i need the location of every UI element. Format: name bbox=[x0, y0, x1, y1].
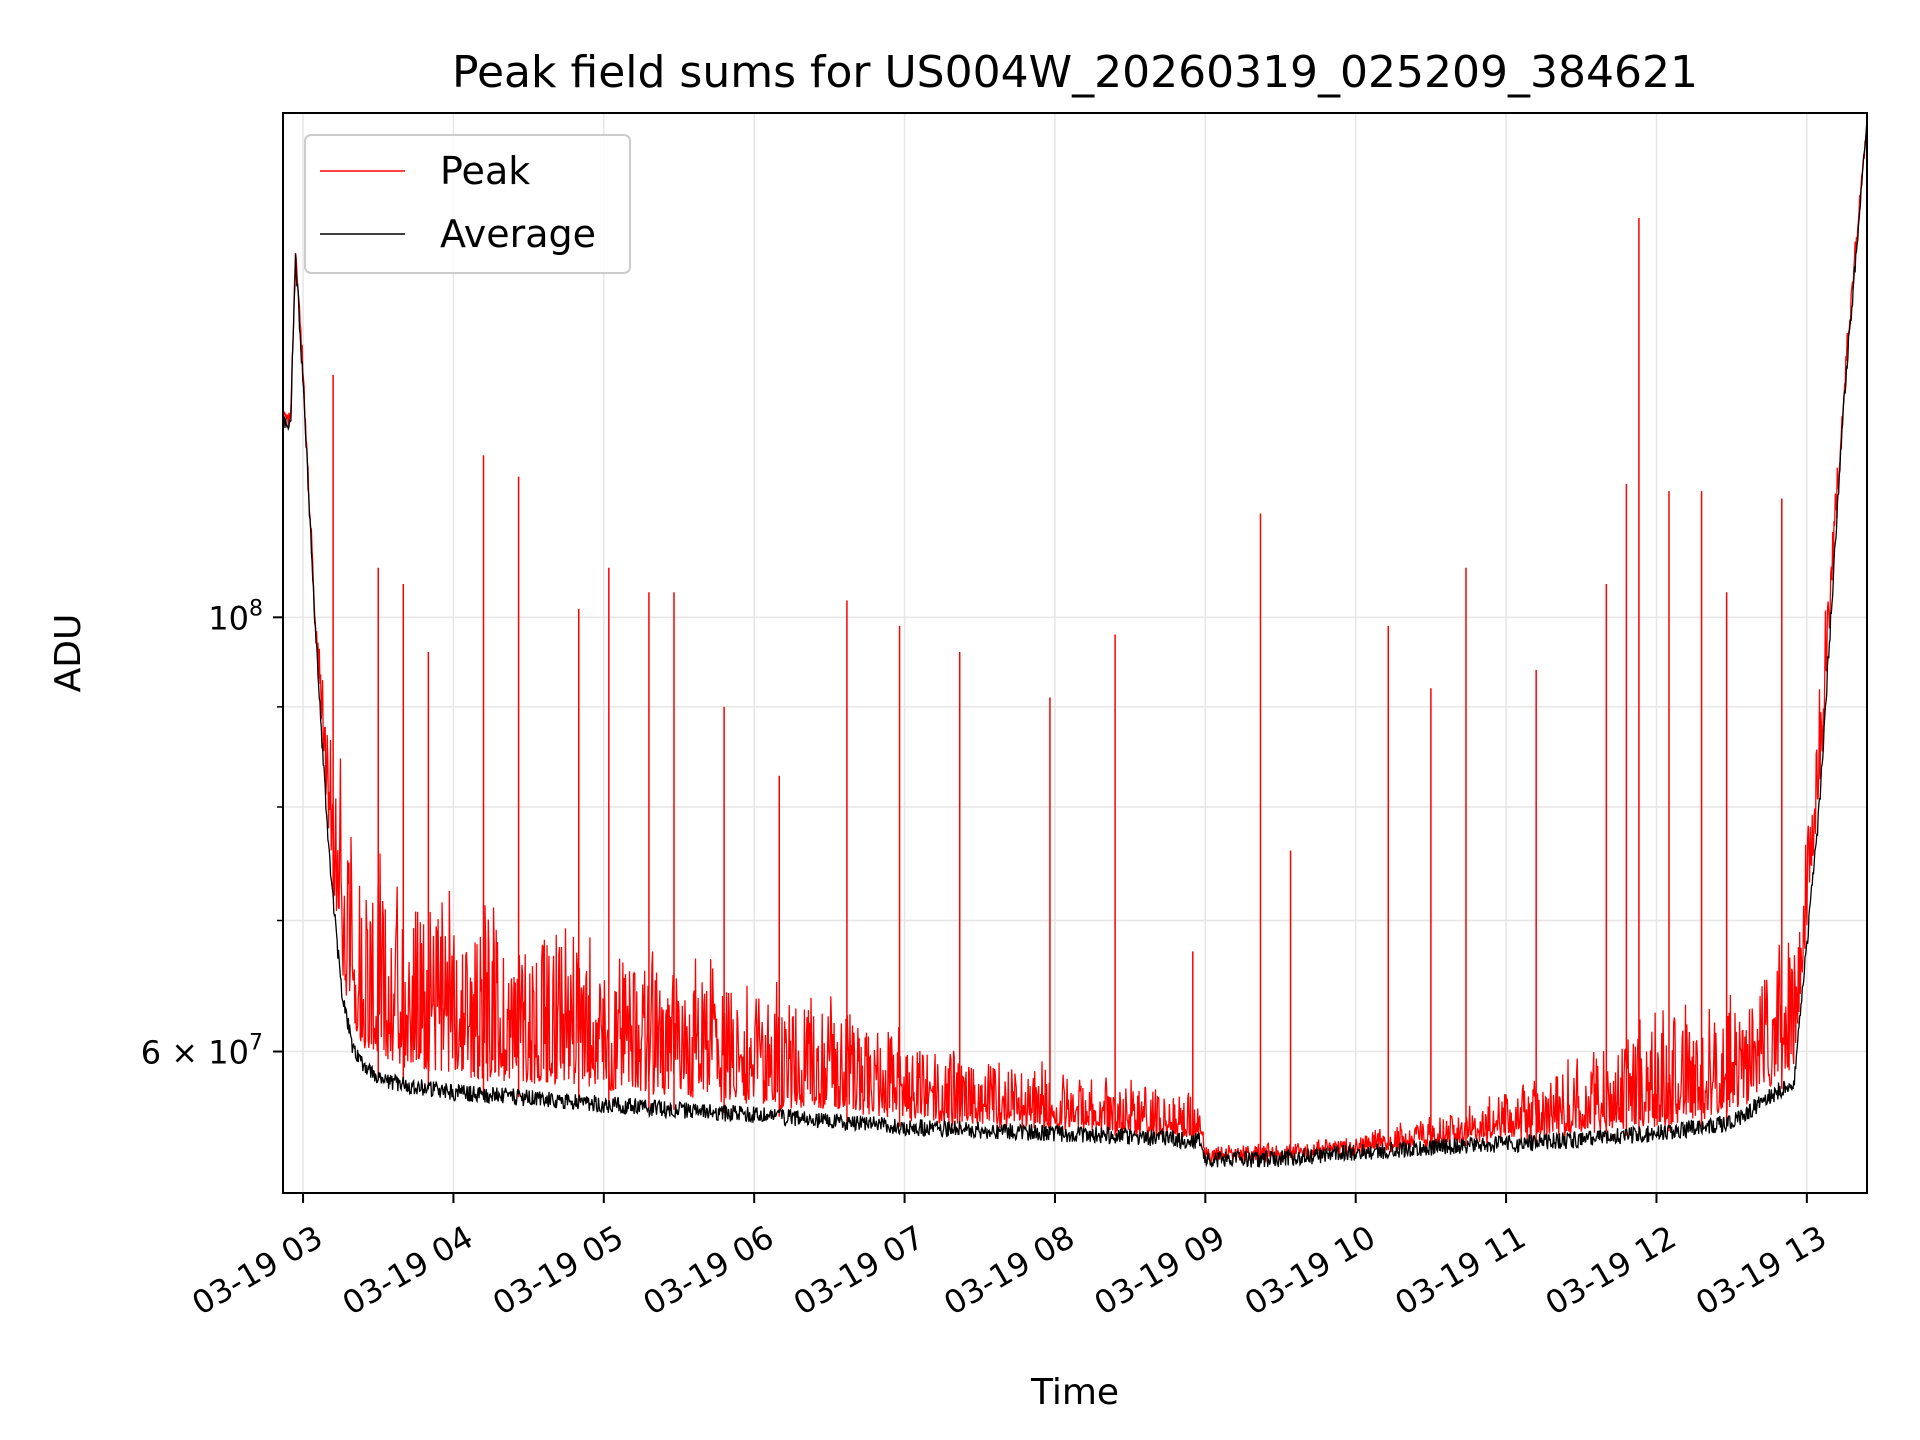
x-axis-label: Time bbox=[1030, 1372, 1119, 1413]
y-axis-label: ADU bbox=[48, 614, 89, 693]
legend-label-average: Average bbox=[440, 212, 596, 256]
legend-box bbox=[304, 134, 631, 274]
plot-data bbox=[283, 117, 1867, 1168]
plot-area-frame bbox=[282, 112, 1868, 1194]
plot-clip-group bbox=[283, 117, 1867, 1168]
series-peak-line bbox=[283, 124, 1867, 1165]
legend: Peak Average bbox=[304, 134, 631, 274]
grid bbox=[283, 113, 1867, 1193]
legend-label-peak: Peak bbox=[440, 149, 530, 193]
series-average-line bbox=[283, 117, 1867, 1168]
y-tick-label: 6 × 107 bbox=[141, 1031, 263, 1072]
chart-title: Peak field sums for US004W_20260319_0252… bbox=[452, 47, 1698, 98]
